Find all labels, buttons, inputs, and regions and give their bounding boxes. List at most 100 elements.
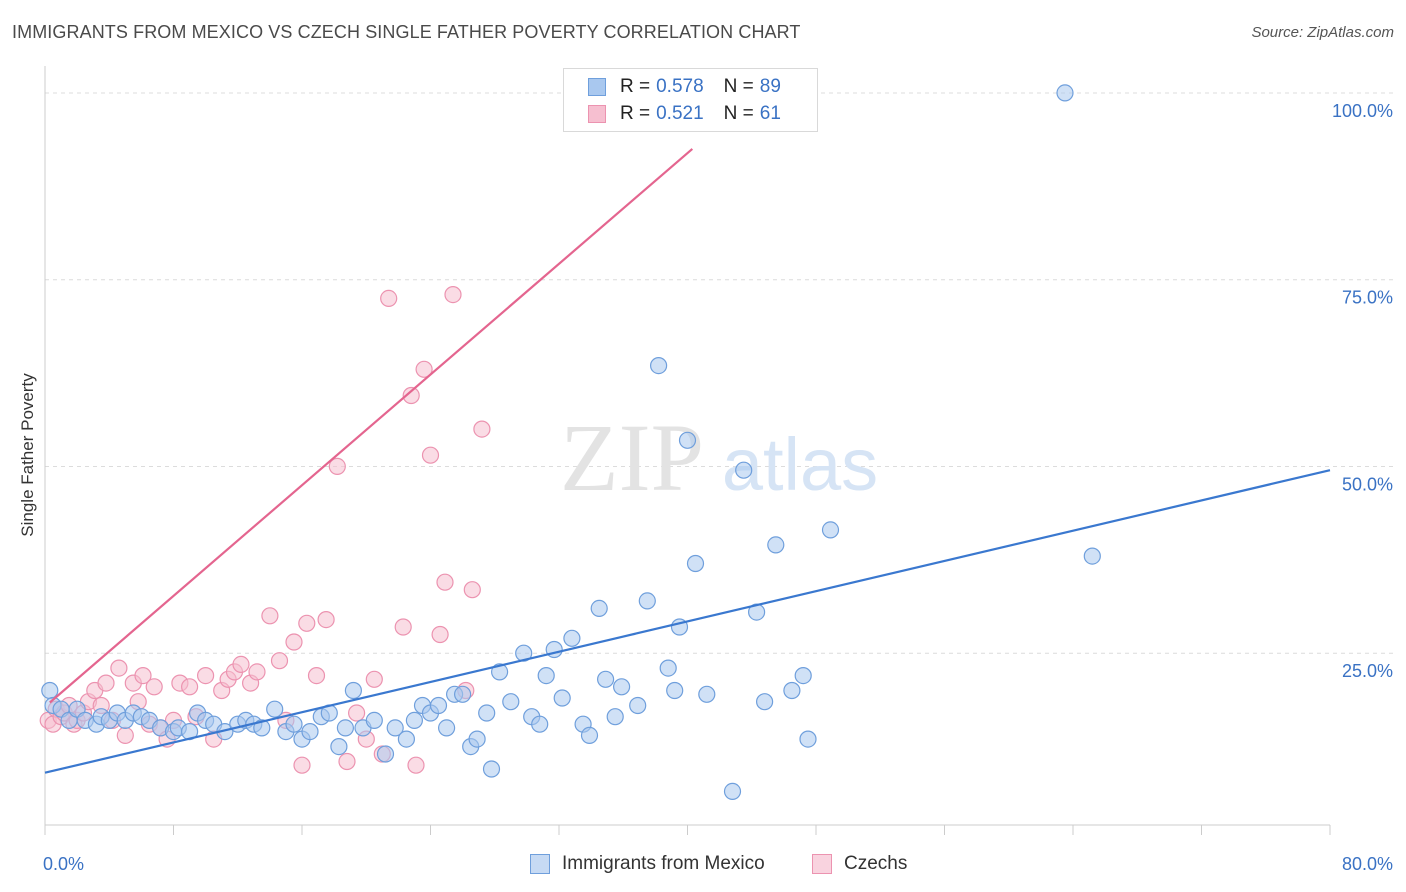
czechs-point — [145, 678, 163, 696]
czechs-point — [307, 666, 326, 685]
legend-swatch-blue — [588, 78, 606, 96]
czechs-point — [285, 633, 303, 651]
bottom-legend-swatch-pink — [812, 854, 832, 874]
legend-r-value: 0.521 — [656, 103, 704, 124]
mexico-point — [502, 693, 520, 711]
tick-labels: 25.0% 50.0% 75.0% 100.0% 0.0% 80.0% — [43, 101, 1393, 874]
czechs-point — [293, 756, 311, 774]
czechs-point — [402, 386, 420, 405]
bottom-legend-label-mexico: Immigrants from Mexico — [562, 853, 765, 874]
mexico-point — [794, 666, 812, 685]
y-tick-label: 75.0% — [1342, 288, 1393, 308]
mexico-point — [659, 659, 677, 677]
czechs-point — [338, 752, 356, 771]
mexico-point — [376, 745, 395, 763]
grid-lines — [45, 92, 1394, 654]
mexico-point — [438, 719, 456, 737]
mexico-point — [515, 644, 533, 662]
czechs-point — [232, 655, 250, 674]
czechs-point — [415, 360, 433, 378]
bottom-legend-czechs: Czechs — [812, 852, 907, 876]
czechs-point — [328, 457, 346, 475]
czechs-point — [380, 289, 398, 307]
czechs-point — [473, 420, 491, 438]
czechs-point — [394, 618, 412, 636]
mexico-point — [596, 670, 615, 688]
czechs-point — [317, 610, 335, 629]
mexico-point — [482, 760, 501, 778]
mexico-point — [266, 700, 284, 718]
x-tick-label: 80.0% — [1342, 854, 1393, 874]
mexico-point — [405, 711, 423, 730]
mexico-point — [821, 521, 840, 539]
mexico-point — [580, 726, 599, 745]
czechs-point — [444, 286, 462, 304]
legend-n-value: 89 — [759, 76, 781, 97]
legend-row-mexico: R = 0.578 N = 89 — [588, 74, 781, 100]
legend-r-label: R = — [620, 76, 651, 97]
mexico-point — [454, 685, 472, 703]
axes — [44, 66, 1331, 835]
mexico-point — [397, 730, 415, 748]
y-tick-label: 25.0% — [1342, 661, 1393, 681]
bottom-legend-mexico: Immigrants from Mexico — [530, 852, 765, 876]
bottom-legend-swatch-blue — [530, 854, 550, 874]
czechs-point — [261, 607, 279, 625]
mexico-point — [468, 730, 486, 748]
czechs-point — [407, 756, 425, 774]
mexico-point — [1083, 547, 1101, 565]
czechs-point — [431, 625, 449, 644]
czechs-point — [248, 663, 266, 681]
mexico-point — [638, 592, 656, 610]
mexico-point — [686, 554, 705, 573]
czechs-point — [116, 726, 134, 745]
mexico-point — [723, 782, 742, 801]
y-tick-label: 100.0% — [1332, 101, 1393, 121]
czechs-point — [97, 674, 115, 692]
mexico-point — [678, 431, 697, 449]
trend-lines — [44, 148, 1331, 774]
watermark-zip: ZIP — [560, 404, 704, 511]
czechs-trend-line — [49, 148, 694, 704]
mexico-point — [301, 722, 319, 741]
mexico-point — [1056, 84, 1074, 102]
mexico-point — [755, 693, 774, 711]
mexico-point — [799, 730, 817, 748]
mexico-point — [612, 678, 631, 696]
czechs-point — [181, 678, 199, 696]
watermark: ZIP atlas — [560, 404, 878, 511]
mexico-point — [429, 696, 448, 715]
czechs-point — [365, 670, 383, 688]
mexico-point — [537, 666, 555, 685]
czechs-point — [197, 666, 215, 685]
czechs-point — [270, 652, 289, 670]
correlation-legend: R = 0.578 N = 89 R = 0.521 N = 61 — [563, 68, 818, 132]
mexico-point — [553, 689, 571, 707]
czechs-point — [421, 446, 440, 464]
legend-n-label: N = — [723, 103, 754, 124]
x-tick-label: 0.0% — [43, 854, 84, 874]
mexico-point — [491, 663, 509, 681]
mexico-point — [478, 704, 496, 722]
mexico-point — [285, 715, 303, 733]
mexico-point — [531, 715, 549, 733]
czechs-point — [436, 573, 454, 591]
mexico-points — [41, 84, 1101, 801]
mexico-point — [344, 681, 362, 700]
legend-r-label: R = — [620, 103, 651, 124]
legend-n-label: N = — [723, 76, 754, 97]
chart-title: IMMIGRANTS FROM MEXICO VS CZECH SINGLE F… — [12, 22, 801, 42]
legend-n-value: 61 — [759, 103, 781, 124]
czechs-point — [110, 659, 128, 677]
mexico-point — [41, 681, 59, 700]
mexico-point — [649, 357, 668, 375]
mexico-point — [698, 685, 716, 703]
mexico-point — [590, 599, 608, 618]
legend-row-czechs: R = 0.521 N = 61 — [588, 101, 781, 127]
mexico-point — [629, 696, 647, 715]
mexico-point — [563, 629, 581, 647]
mexico-point — [365, 711, 383, 730]
czechs-point — [298, 614, 316, 632]
mexico-point — [783, 681, 801, 700]
